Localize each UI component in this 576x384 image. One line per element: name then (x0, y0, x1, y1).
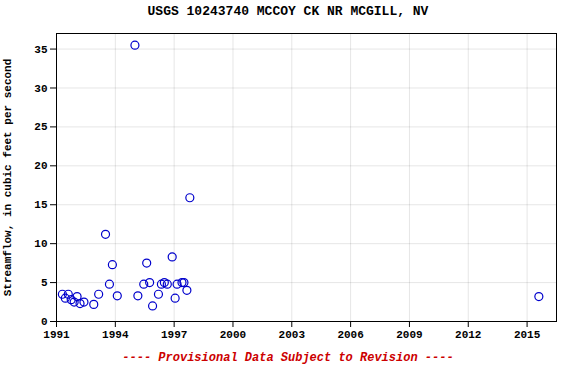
svg-text:1994: 1994 (102, 329, 129, 341)
svg-text:10: 10 (34, 238, 47, 250)
svg-text:20: 20 (34, 160, 47, 172)
svg-text:15: 15 (34, 199, 48, 211)
svg-text:2015: 2015 (514, 329, 541, 341)
svg-text:35: 35 (34, 44, 48, 56)
svg-text:25: 25 (34, 121, 48, 133)
svg-text:1991: 1991 (43, 329, 70, 341)
svg-text:2003: 2003 (279, 329, 306, 341)
svg-text:0: 0 (41, 316, 48, 328)
svg-text:2012: 2012 (455, 329, 481, 341)
svg-text:5: 5 (41, 277, 48, 289)
svg-text:2000: 2000 (220, 329, 246, 341)
svg-text:2006: 2006 (337, 329, 363, 341)
svg-text:Streamflow, in cubic feet per: Streamflow, in cubic feet per second (2, 59, 14, 297)
html-text:---- Provisional Data Subject: ---- Provisional Data Subject to Revisio… (122, 351, 454, 365)
svg-text:30: 30 (34, 83, 47, 95)
html-text:USGS 10243740 MCCOY CK NR MCGI: USGS 10243740 MCCOY CK NR MCGILL, NV (147, 4, 429, 19)
svg-text:1997: 1997 (161, 329, 187, 341)
svg-text:2009: 2009 (396, 329, 422, 341)
